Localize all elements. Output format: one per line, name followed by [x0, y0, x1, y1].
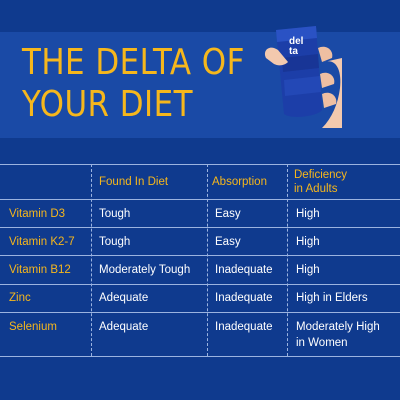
row-label-nutrient: Zinc	[9, 292, 31, 304]
cell-absorption: Easy	[215, 236, 241, 248]
header-found-in-diet: Found In Diet	[99, 176, 169, 188]
table-rule	[0, 164, 400, 165]
table-rule	[0, 312, 400, 313]
column-divider	[91, 164, 92, 356]
row-label-nutrient: Vitamin B12	[9, 264, 71, 276]
cell-found-in-diet: Tough	[99, 236, 131, 248]
column-divider	[207, 164, 208, 356]
table-rule	[0, 356, 400, 357]
cell-absorption: Inadequate	[215, 264, 273, 276]
row-label-nutrient: Vitamin D3	[9, 208, 66, 220]
cell-found-in-diet: Tough	[99, 208, 131, 220]
cell-deficiency: High in Elders	[296, 292, 368, 304]
header-deficiency-line-1: Deficiency	[294, 169, 348, 181]
title-line-2: YOUR DIET	[22, 84, 193, 125]
cell-deficiency-line-2: in Women	[296, 337, 348, 349]
cell-absorption: Inadequate	[215, 321, 273, 333]
table-rule	[0, 255, 400, 256]
cell-absorption: Easy	[215, 208, 241, 220]
product-brand-line-1: del	[289, 36, 304, 47]
title-line-1: THE DELTA OF	[22, 42, 245, 83]
cell-absorption: Inadequate	[215, 292, 273, 304]
cell-found-in-diet: Adequate	[99, 321, 149, 333]
table-rule	[0, 227, 400, 228]
cell-deficiency-line-1: Moderately High	[296, 321, 380, 333]
product-jar-in-hand	[264, 26, 342, 128]
row-label-nutrient: Selenium	[9, 321, 57, 333]
product-brand-line-2: ta	[289, 46, 298, 57]
cell-found-in-diet: Moderately Tough	[99, 264, 191, 276]
page-title: THE DELTA OF YOUR DIET	[22, 42, 245, 126]
row-label-nutrient: Vitamin K2-7	[9, 236, 75, 248]
cell-deficiency: High	[296, 208, 320, 220]
cell-found-in-diet: Adequate	[99, 292, 149, 304]
cell-deficiency: High	[296, 236, 320, 248]
header-deficiency-line-2: in Adults	[294, 183, 338, 195]
column-divider	[287, 164, 288, 356]
table-rule	[0, 284, 400, 285]
header-absorption: Absorption	[212, 176, 267, 188]
cell-deficiency: High	[296, 264, 320, 276]
table-rule	[0, 199, 400, 200]
